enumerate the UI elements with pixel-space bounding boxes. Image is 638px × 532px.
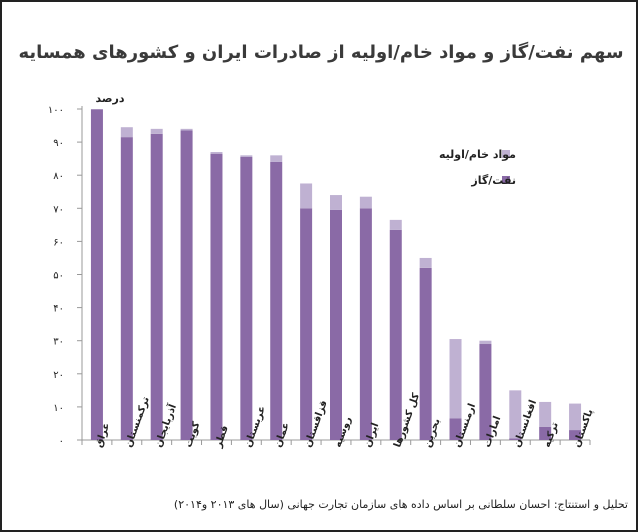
- y-axis-unit: درصد: [96, 92, 125, 105]
- bar-oil-gas: [90, 109, 103, 441]
- y-tick-label: ۳۰: [53, 337, 64, 348]
- bar-oil-gas: [120, 137, 133, 440]
- bar-raw-materials: [389, 219, 402, 230]
- bar-raw-materials: [330, 195, 342, 210]
- y-tick-label: ۱۰: [53, 403, 64, 414]
- y-tick-label: ۸۰: [53, 171, 64, 182]
- bar-oil-gas: [479, 344, 492, 440]
- y-tick-label: ۹۰: [53, 138, 64, 149]
- y-tick-label: ۴۰: [53, 304, 64, 315]
- bar-raw-materials: [210, 152, 223, 154]
- bar-oil-gas: [210, 153, 223, 440]
- bar-oil-gas: [419, 267, 432, 440]
- bar-raw-materials: [509, 390, 522, 439]
- legend-label-raw-materials: مواد خام/اولیه: [439, 148, 516, 161]
- y-tick-label: ۲۰: [53, 370, 64, 381]
- bar-raw-materials: [270, 155, 283, 162]
- bar-raw-materials: [240, 155, 253, 157]
- bar-raw-materials: [539, 401, 552, 427]
- bar-oil-gas: [509, 438, 522, 440]
- bar-oil-gas: [180, 130, 193, 440]
- bar-raw-materials: [479, 340, 492, 345]
- bar-raw-materials: [180, 128, 193, 131]
- bar-oil-gas: [449, 418, 462, 440]
- legend-label-oil-gas: نفت/گاز: [470, 174, 516, 187]
- bar-oil-gas: [270, 161, 283, 440]
- legend-swatch-raw-materials: [502, 150, 510, 158]
- y-tick-label: ۵۰: [53, 271, 64, 282]
- y-tick-label: ۶۰: [53, 237, 64, 248]
- bar-oil-gas: [569, 430, 582, 440]
- bar-raw-materials: [449, 339, 462, 419]
- bar-raw-materials: [419, 257, 432, 268]
- bar-oil-gas: [359, 208, 372, 440]
- bar-oil-gas: [389, 229, 402, 440]
- bar-oil-gas: [240, 156, 253, 440]
- bar-oil-gas: [300, 208, 313, 440]
- bar-oil-gas: [539, 426, 552, 440]
- chart-title: سهم نفت/گاز و مواد خام/اولیه از صادرات ا…: [18, 42, 624, 63]
- y-tick-label: ۷۰: [53, 204, 64, 215]
- bar-oil-gas: [150, 133, 163, 440]
- y-tick-label: ۰: [59, 436, 64, 447]
- bar-raw-materials: [150, 128, 163, 134]
- source-credit: تحلیل و استنتاج: احسان سلطانی بر اساس دا…: [173, 498, 628, 511]
- bar-raw-materials: [569, 403, 582, 431]
- bar-raw-materials: [359, 196, 372, 209]
- bar-oil-gas: [330, 209, 342, 440]
- bar-raw-materials: [300, 183, 313, 209]
- y-tick-label: ۱۰۰: [48, 105, 64, 116]
- legend-swatch-oil-gas: [502, 176, 510, 184]
- bar-raw-materials: [120, 127, 133, 138]
